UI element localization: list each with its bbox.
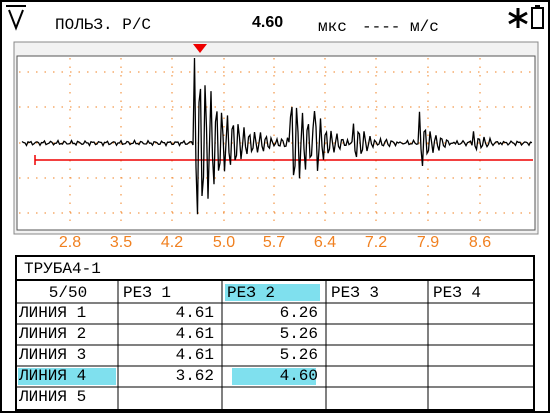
x-tick-label: 8.6 <box>469 234 491 251</box>
asterisk-icon <box>508 8 528 28</box>
cell-value: 4.61 <box>176 346 214 364</box>
probe-icon <box>6 5 26 31</box>
table-frame <box>15 255 535 411</box>
waveform <box>21 57 533 215</box>
velocity-unit: м/с <box>410 18 439 36</box>
row-label: ЛИНИЯ 1 <box>18 304 86 322</box>
cell-value: 4.60 <box>280 367 318 385</box>
x-tick-label: 7.9 <box>417 234 439 251</box>
cell-value: 4.61 <box>176 304 214 322</box>
battery-icon <box>531 5 544 29</box>
x-tick-label: 7.2 <box>365 234 387 251</box>
marker <box>193 44 207 53</box>
row-label: ЛИНИЯ 3 <box>18 346 86 364</box>
column-highlight <box>225 284 320 301</box>
counter: 5/50 <box>49 284 87 302</box>
column-header: РЕЗ 4 <box>433 284 481 302</box>
table-title: ТРУБА4-1 <box>24 260 101 278</box>
x-tick-label: 5.0 <box>213 234 235 251</box>
x-tick-label: 2.8 <box>59 234 81 251</box>
mode-label: ПОЛЬЗ. Р/С <box>55 16 151 34</box>
column-header: РЕЗ 3 <box>331 284 379 302</box>
column-header: РЕЗ 1 <box>123 284 171 302</box>
cell-value: 3.62 <box>176 367 214 385</box>
row-highlight <box>18 368 116 385</box>
cell-value: 4.61 <box>176 325 214 343</box>
cell-value: 5.26 <box>280 325 318 343</box>
cell-value: 6.26 <box>280 304 318 322</box>
x-tick-label: 4.2 <box>161 234 183 251</box>
column-header: РЕЗ 2 <box>227 284 275 302</box>
results-table: ТРУБА4-1 5/50 РЕЗ 1 РЕЗ 2 РЕЗ 3 РЕЗ 4 ЛИНИЯ 1 4… <box>15 255 535 411</box>
cell-value: 5.26 <box>280 346 318 364</box>
row-label: ЛИНИЯ 5 <box>18 388 86 406</box>
x-tick-label: 5.7 <box>263 234 285 251</box>
cell-highlight <box>232 368 316 385</box>
x-tick-label: 3.5 <box>110 234 132 251</box>
velocity-value: ---- <box>362 18 400 36</box>
x-tick-label: 6.4 <box>314 234 336 251</box>
row-label: ЛИНИЯ 4 <box>18 367 86 385</box>
measured-value: 4.60 <box>252 14 283 31</box>
value-unit: мкс <box>318 18 347 36</box>
row-label: ЛИНИЯ 2 <box>18 325 86 343</box>
